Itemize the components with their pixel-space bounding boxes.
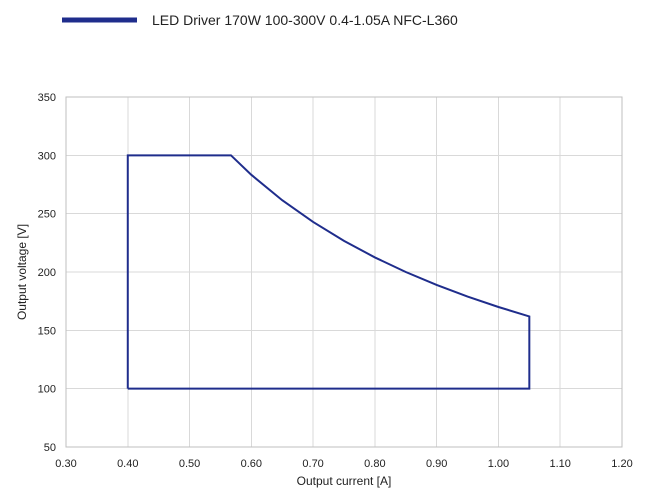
x-tick-label: 0.60 <box>241 458 262 470</box>
series-line <box>126 154 531 390</box>
y-tick-label: 150 <box>38 325 56 337</box>
y-tick-label: 200 <box>38 267 56 279</box>
x-tick-label: 1.10 <box>550 458 571 470</box>
x-tick-labels: 0.30 0.40 0.50 0.60 0.70 0.80 0.90 1.00 1.10 1.20 <box>55 458 632 470</box>
legend: LED Driver 170W 100-300V 0.4-1.05A NFC-L… <box>62 12 458 28</box>
legend-label: LED Driver 170W 100-300V 0.4-1.05A NFC-L… <box>152 12 458 28</box>
y-axis-title: Output voltage [V] <box>15 224 29 320</box>
y-tick-label: 250 <box>38 209 56 221</box>
x-tick-label: 0.70 <box>302 458 323 470</box>
x-axis-title: Output current [A] <box>297 474 392 488</box>
y-tick-label: 300 <box>38 150 56 162</box>
x-tick-label: 0.50 <box>179 458 200 470</box>
y-tick-labels: 50 100 150 200 250 300 350 <box>38 92 56 454</box>
y-tick-label: 350 <box>38 92 56 104</box>
x-tick-label: 0.90 <box>426 458 447 470</box>
y-tick-label: 100 <box>38 384 56 396</box>
gridlines <box>65 96 623 448</box>
x-tick-label: 1.00 <box>488 458 509 470</box>
x-tick-label: 1.20 <box>611 458 632 470</box>
x-tick-label: 0.40 <box>117 458 138 470</box>
y-tick-label: 50 <box>44 442 56 454</box>
plot-frame <box>65 96 623 448</box>
x-tick-label: 0.80 <box>364 458 385 470</box>
x-tick-label: 0.30 <box>55 458 76 470</box>
